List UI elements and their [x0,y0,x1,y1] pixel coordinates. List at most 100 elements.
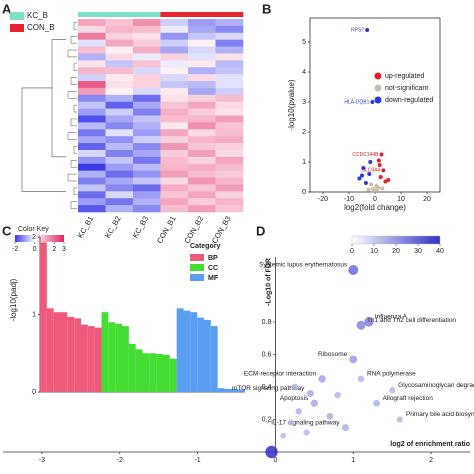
heat-cell [105,184,134,192]
heat-cell [160,39,189,47]
heat-cell [215,156,244,165]
legend-label: CON_B [27,23,55,32]
heat-cell [133,198,161,206]
heat-cell [188,53,216,61]
heat-cell [133,191,161,199]
heat-cell [160,115,189,123]
dendrogram [21,22,77,209]
group-bar [133,12,161,17]
heat-cell [188,184,216,192]
heat-cell [160,156,189,165]
heat-cell [160,81,189,89]
heat-cell [188,19,216,27]
bar [210,326,218,392]
heat-cell [160,136,189,144]
heat-cell [160,205,189,213]
x-tick-label: -20 [318,196,328,203]
y-tick-label: 0 [302,189,306,196]
y-axis-label: -Log10 of FDR [265,258,272,306]
point [361,166,366,170]
heat-cell [105,53,134,61]
heat-cell [105,163,134,171]
heat-cell [160,101,189,109]
heat-cell [78,32,106,40]
point [386,178,391,182]
heat-cell [215,163,244,171]
heat-cell [78,122,106,130]
bar [53,312,61,392]
heat-cell [105,101,134,109]
dendrogram-branch [73,146,77,154]
dendrogram-branch [70,160,77,168]
heat-cell [105,198,134,206]
heat-cell [105,149,134,158]
heat-cell [160,143,189,151]
point-label: HLA-DQB1 [344,99,369,105]
y-tick-label: 0.6 [262,351,272,358]
column-label: KC_B1 [76,214,96,239]
heat-cell [105,32,134,40]
heat-cell [188,129,216,137]
heat-cell [160,191,189,199]
heat-cell [188,46,216,54]
dendrogram-branch [70,118,77,127]
heat-cell [160,74,189,82]
heat-cell [78,129,106,137]
heat-cell [215,177,244,185]
heat-cell [133,81,161,89]
x-tick-label: -1 [194,457,200,464]
heat-cell [105,94,134,103]
heat-cell [133,143,161,151]
heat-cell [133,115,161,123]
bar [190,312,198,392]
heat-cell [188,191,216,199]
heat-cell [188,87,216,96]
heat-cell [188,156,216,165]
point [378,175,383,179]
heat-cell [105,143,134,151]
heat-cell [215,136,244,144]
heat-cell [78,60,106,68]
column-label: KC_B3 [131,214,151,239]
heat-cell [105,46,134,54]
panel-letter: A [2,1,12,16]
x-tick-label: 0 [373,196,377,203]
heat-cell [160,67,189,75]
heat-cell [133,108,161,116]
heat-cell [215,170,244,178]
heat-cell [188,170,216,178]
point [375,187,380,191]
y-tick-label: 2 [302,129,306,136]
legend-swatch [10,24,24,32]
heat-cell [215,87,244,96]
bar [94,327,102,392]
heat-cell [105,191,134,199]
heat-cell [78,170,106,178]
heat-cell [215,122,244,130]
colorbar-tick-label: 20 [392,248,400,255]
heat-cell [133,74,161,82]
bar [128,343,136,392]
heat-cell [188,67,216,75]
heat-cell [105,205,134,213]
heat-cell [160,108,189,116]
legend-label: up-regulated [385,73,424,80]
heat-cell [160,60,189,68]
bubble [310,399,318,407]
heat-cell [105,74,134,82]
bar [238,389,245,392]
bubble [334,391,341,399]
bubble-label: Allograft rejection [383,395,434,402]
heat-cell [160,170,189,178]
heat-cell [105,87,134,96]
heat-cell [188,74,216,82]
heat-cell [78,67,106,75]
bar [46,308,54,392]
y-axis-label: -log10(padj) [9,278,18,321]
dendrogram-branch [70,201,77,209]
key-tick-label: 2 [52,246,56,253]
heat-cell [105,170,134,178]
point [369,182,374,187]
heat-cell [215,19,244,27]
